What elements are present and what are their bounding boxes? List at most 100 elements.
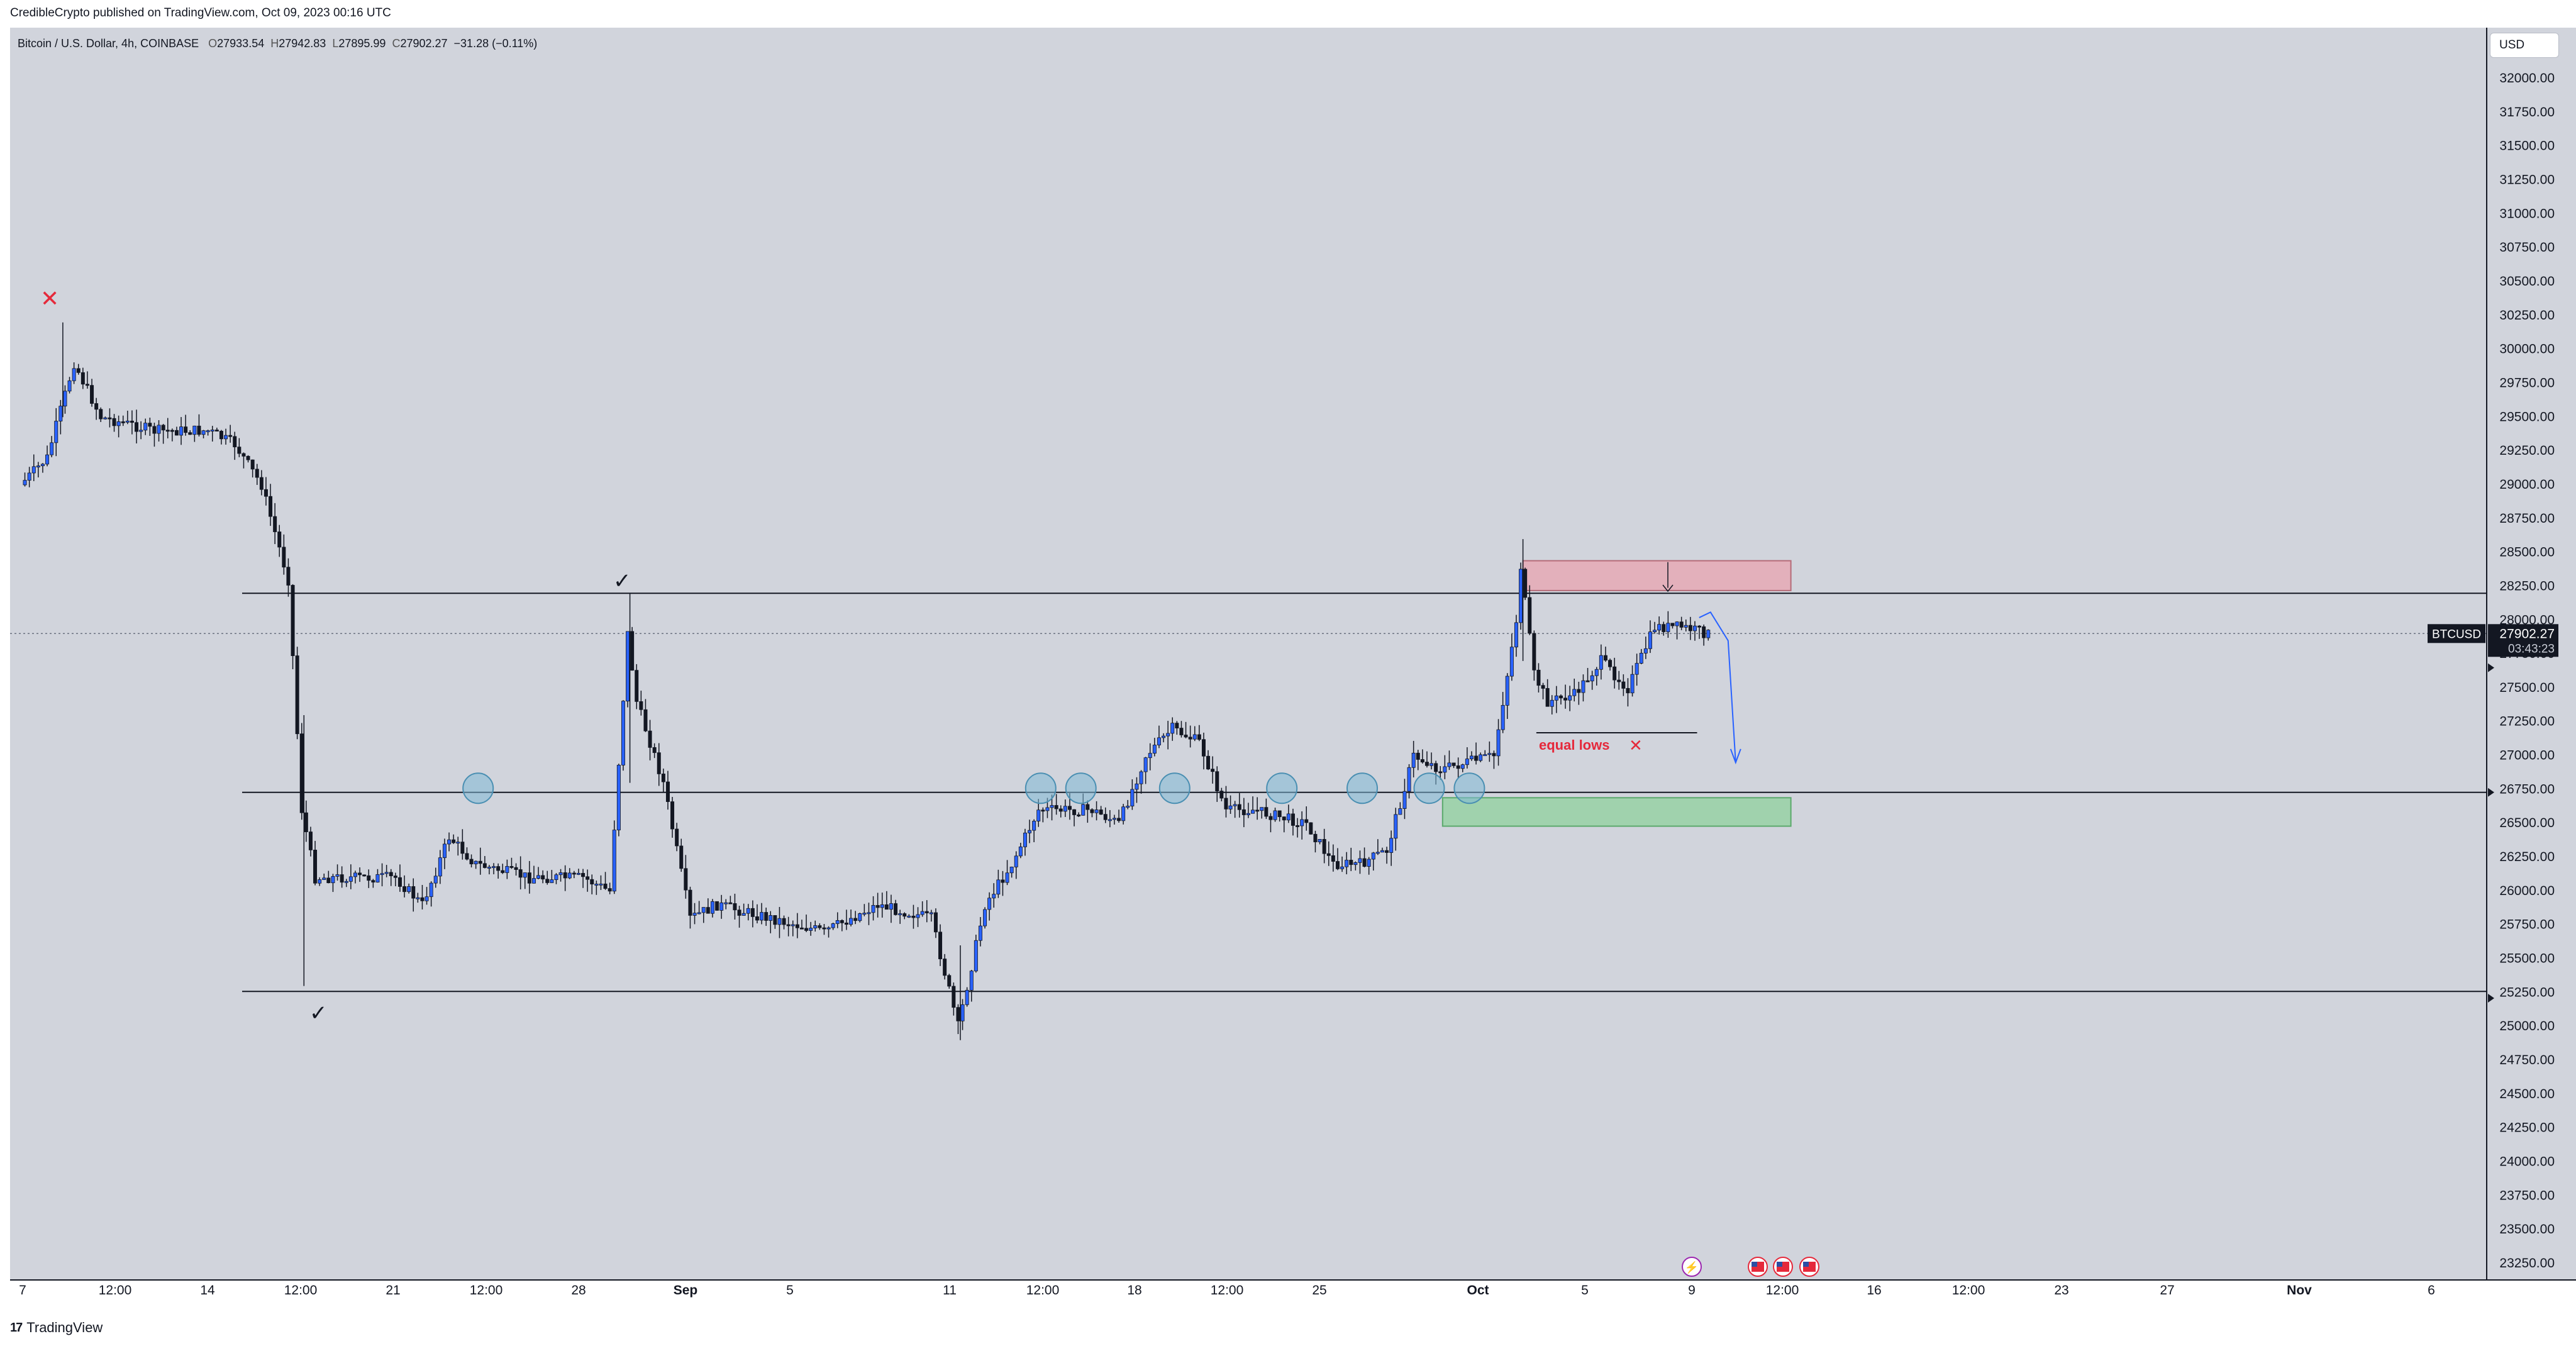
candle-body: [184, 426, 188, 433]
footer: [0, 1311, 2576, 1346]
candle-body: [715, 901, 719, 911]
candle-body: [616, 765, 621, 831]
candle-body: [947, 975, 952, 987]
candle-body: [710, 901, 714, 914]
candle-body: [1135, 783, 1139, 790]
close-label: C: [392, 37, 401, 50]
tradingview-logo[interactable]: 17 TradingView: [10, 1320, 103, 1336]
candle-body: [1385, 850, 1389, 853]
candle-body: [737, 909, 741, 916]
candle-body: [527, 872, 531, 884]
candle-body: [460, 842, 465, 854]
y-tick-label: 27000.00: [2499, 748, 2555, 763]
candle-body: [1662, 624, 1666, 632]
candle-body: [960, 1004, 965, 1021]
candle-body: [889, 903, 893, 910]
candle-body: [1479, 754, 1483, 761]
candle-body: [192, 425, 197, 435]
candle-body: [692, 913, 697, 916]
candle-body: [809, 928, 813, 931]
level-touch-circle: [462, 772, 494, 804]
candle-body: [1215, 771, 1219, 792]
candle-body: [1260, 807, 1264, 811]
candle-body: [523, 872, 527, 878]
candle-body: [1117, 818, 1121, 821]
candle-body: [1340, 866, 1345, 869]
candle-body: [1139, 771, 1143, 784]
candle-body: [813, 925, 818, 928]
candle-body: [760, 912, 764, 921]
candle-body: [206, 430, 210, 433]
candle-body: [318, 879, 322, 884]
candle-body: [536, 875, 541, 879]
candle-body: [482, 863, 487, 868]
candle-body: [1045, 807, 1050, 811]
candle-body: [152, 426, 157, 434]
candle-body: [474, 860, 478, 865]
candle-body: [750, 908, 755, 917]
candle-body: [1148, 753, 1152, 759]
candle-body: [1201, 739, 1206, 757]
candle-body: [1273, 810, 1277, 820]
candle-body: [1304, 819, 1309, 823]
candle-body: [1617, 679, 1621, 682]
x-tick-label: 16: [1867, 1283, 1881, 1298]
candle-body: [590, 879, 594, 885]
y-tick-label: 23500.00: [2499, 1222, 2555, 1237]
candle-body: [23, 480, 27, 486]
symbol-ohlc-line: Bitcoin / U.S. Dollar, 4h, COINBASE O279…: [18, 37, 537, 50]
candle-body: [1112, 818, 1116, 820]
candle-body: [1590, 675, 1594, 682]
candle-body: [496, 866, 501, 871]
candle-body: [210, 430, 214, 431]
x-tick-label: 12:00: [1026, 1283, 1060, 1298]
candle-body: [1269, 816, 1273, 820]
candle-body: [36, 465, 40, 468]
candle-body: [987, 898, 992, 910]
candle-body: [741, 913, 746, 916]
candle-body: [719, 902, 724, 911]
chart-area[interactable]: [10, 28, 2487, 1280]
candle-body: [313, 849, 318, 884]
candle-body: [630, 631, 635, 671]
candle-body: [1331, 855, 1335, 862]
candle-body: [1179, 728, 1184, 735]
high-label: H: [270, 37, 279, 50]
candle-body: [844, 922, 848, 925]
y-tick-label: 32000.00: [2499, 71, 2555, 86]
candle-body: [242, 453, 246, 457]
price-tag-bg: [2488, 624, 2558, 657]
candle-body: [1630, 674, 1635, 694]
candle-body: [1514, 622, 1518, 648]
candle-body: [237, 447, 242, 454]
candle-body: [1286, 813, 1291, 821]
candle-body: [45, 454, 50, 465]
y-tick-label: 25250.00: [2499, 985, 2555, 999]
candle-body: [1322, 839, 1326, 854]
candle-body: [58, 406, 63, 421]
x-tick-label: 9: [1688, 1283, 1696, 1298]
candle-body: [1157, 737, 1161, 745]
x-tick-label: 14: [200, 1283, 215, 1298]
candle-body: [214, 430, 219, 431]
candle-body: [375, 874, 380, 882]
candle-body: [1001, 879, 1005, 883]
currency-button[interactable]: USD: [2490, 33, 2559, 58]
candle-body: [492, 866, 496, 868]
candle-body: [228, 435, 233, 437]
y-tick-label: 29750.00: [2499, 375, 2555, 390]
candle-body: [135, 422, 139, 432]
candle-body: [402, 886, 407, 893]
candle-body: [1621, 681, 1626, 689]
candle-body: [103, 417, 108, 420]
candle-body: [1371, 852, 1375, 860]
candle-body: [304, 812, 308, 832]
x-tick-label: 7: [19, 1283, 26, 1298]
candle-body: [99, 409, 103, 420]
level-touch-circle: [1158, 772, 1191, 804]
candle-body: [1519, 569, 1523, 623]
candle-body: [1018, 846, 1023, 857]
candle-body: [340, 874, 344, 883]
candle-body: [411, 886, 416, 899]
